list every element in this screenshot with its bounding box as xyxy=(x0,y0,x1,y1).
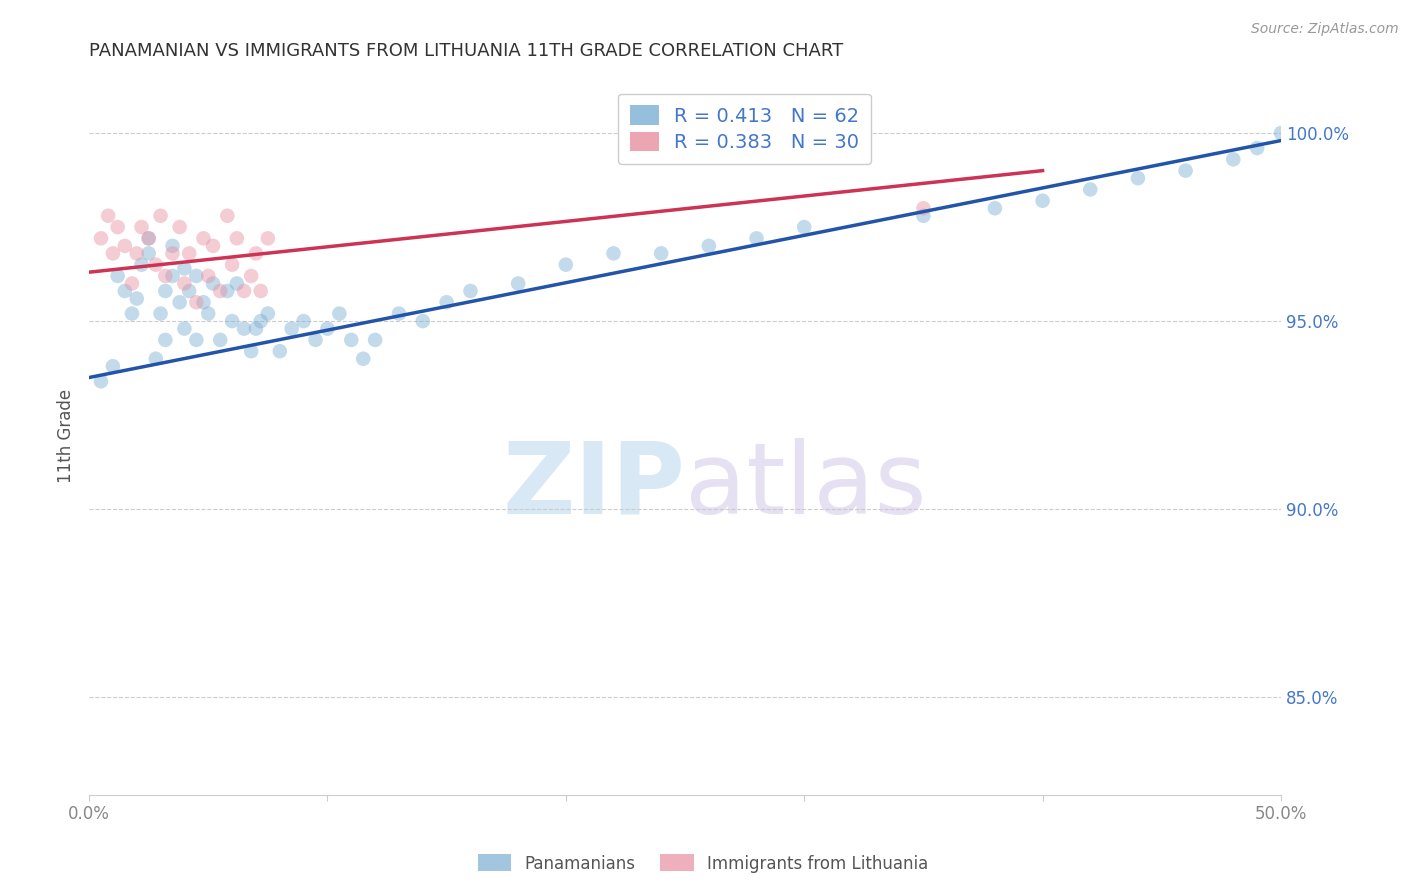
Point xyxy=(460,284,482,298)
Point xyxy=(90,231,112,245)
Point xyxy=(162,239,184,253)
Point xyxy=(197,307,219,321)
Point xyxy=(240,268,263,283)
Point xyxy=(221,314,243,328)
Point xyxy=(155,268,177,283)
Point xyxy=(209,284,232,298)
Point xyxy=(602,246,624,260)
Point xyxy=(650,246,672,260)
Point xyxy=(162,268,184,283)
Point xyxy=(162,246,184,260)
Point xyxy=(121,277,143,291)
Point xyxy=(1270,126,1292,140)
Point xyxy=(745,231,768,245)
Point xyxy=(202,239,225,253)
Point xyxy=(508,277,530,291)
Text: ZIP: ZIP xyxy=(502,438,685,534)
Point xyxy=(186,268,208,283)
Point xyxy=(193,231,215,245)
Point xyxy=(169,295,191,310)
Point xyxy=(245,246,267,260)
Point xyxy=(269,344,291,359)
Point xyxy=(173,277,195,291)
Point xyxy=(316,321,339,335)
Y-axis label: 11th Grade: 11th Grade xyxy=(58,389,75,483)
Point xyxy=(912,209,935,223)
Point xyxy=(138,231,160,245)
Point xyxy=(131,220,153,235)
Point xyxy=(292,314,315,328)
Point xyxy=(328,307,350,321)
Point xyxy=(97,209,120,223)
Point xyxy=(149,209,172,223)
Point xyxy=(436,295,458,310)
Point xyxy=(149,307,172,321)
Point xyxy=(1126,171,1149,186)
Point xyxy=(225,231,247,245)
Point xyxy=(233,284,256,298)
Point xyxy=(984,201,1007,215)
Point xyxy=(173,261,195,276)
Text: PANAMANIAN VS IMMIGRANTS FROM LITHUANIA 11TH GRADE CORRELATION CHART: PANAMANIAN VS IMMIGRANTS FROM LITHUANIA … xyxy=(89,42,844,60)
Point xyxy=(145,258,167,272)
Point xyxy=(225,277,247,291)
Point xyxy=(697,239,720,253)
Point xyxy=(202,277,225,291)
Point xyxy=(138,231,160,245)
Point xyxy=(90,374,112,388)
Point xyxy=(209,333,232,347)
Point xyxy=(114,284,136,298)
Point xyxy=(179,284,201,298)
Point xyxy=(107,268,129,283)
Point xyxy=(125,246,148,260)
Point xyxy=(186,295,208,310)
Point xyxy=(280,321,302,335)
Point xyxy=(412,314,434,328)
Point xyxy=(121,307,143,321)
Point xyxy=(257,307,280,321)
Point xyxy=(193,295,215,310)
Point xyxy=(249,314,271,328)
Point xyxy=(240,344,263,359)
Point xyxy=(197,268,219,283)
Point xyxy=(173,321,195,335)
Point xyxy=(217,209,239,223)
Point xyxy=(114,239,136,253)
Point xyxy=(125,292,148,306)
Point xyxy=(364,333,387,347)
Point xyxy=(1174,163,1197,178)
Point xyxy=(145,351,167,366)
Point xyxy=(245,321,267,335)
Point xyxy=(155,284,177,298)
Legend: Panamanians, Immigrants from Lithuania: Panamanians, Immigrants from Lithuania xyxy=(471,847,935,880)
Point xyxy=(912,201,935,215)
Point xyxy=(249,284,271,298)
Point xyxy=(352,351,374,366)
Text: atlas: atlas xyxy=(685,438,927,534)
Point xyxy=(155,333,177,347)
Point xyxy=(388,307,411,321)
Point xyxy=(101,359,124,374)
Point xyxy=(257,231,280,245)
Point xyxy=(233,321,256,335)
Point xyxy=(304,333,326,347)
Point xyxy=(131,258,153,272)
Point xyxy=(179,246,201,260)
Point xyxy=(107,220,129,235)
Legend: R = 0.413   N = 62, R = 0.383   N = 30: R = 0.413 N = 62, R = 0.383 N = 30 xyxy=(619,94,872,164)
Point xyxy=(101,246,124,260)
Point xyxy=(340,333,363,347)
Point xyxy=(1246,141,1268,155)
Point xyxy=(1222,153,1244,167)
Point xyxy=(1032,194,1054,208)
Point xyxy=(554,258,576,272)
Point xyxy=(793,220,815,235)
Point xyxy=(138,246,160,260)
Point xyxy=(221,258,243,272)
Point xyxy=(1078,182,1101,196)
Point xyxy=(186,333,208,347)
Point xyxy=(169,220,191,235)
Point xyxy=(217,284,239,298)
Text: Source: ZipAtlas.com: Source: ZipAtlas.com xyxy=(1251,22,1399,37)
